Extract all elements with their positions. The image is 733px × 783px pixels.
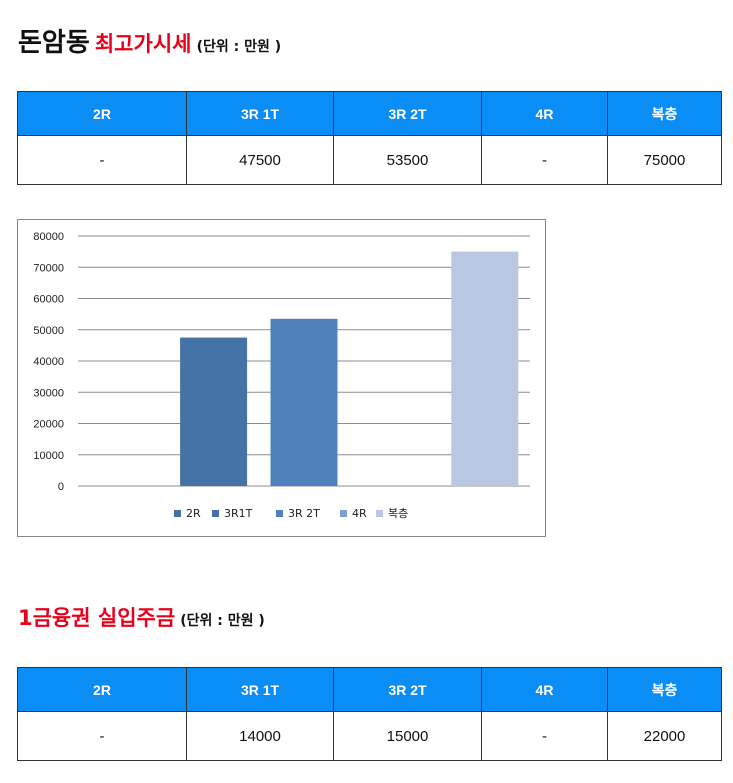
y-tick-label: 80000 [33,231,64,243]
table-cell: 22000 [607,711,722,761]
legend-swatch [340,510,347,517]
column-header: 복층 [607,91,722,136]
column-header: 3R 2T [333,91,482,136]
table-row: - 47500 53500 - 75000 [17,135,722,185]
section1-subtitle: 최고가시세 [94,32,192,56]
legend-label: 3R1T [224,507,253,520]
section1-unit: (단위 : 만원 ) [196,39,282,55]
price-table-1: 2R 3R 1T 3R 2T 4R 복층 - 47500 53500 - 750… [17,91,722,185]
section1-heading: 돈암동 최고가시세 (단위 : 만원 ) [18,22,281,59]
legend-swatch [174,510,181,517]
section2-heading: 1금융권 실입주금 (단위 : 만원 ) [18,602,265,632]
column-header: 4R [481,91,608,136]
column-header: 4R [481,667,608,712]
section2-title: 1금융권 실입주금 [18,606,176,630]
table-cell: - [481,711,608,761]
column-header: 2R [17,667,187,712]
bar [451,251,519,486]
table-cell: - [17,711,187,761]
y-tick-label: 40000 [33,356,64,368]
table-row: - 14000 15000 - 22000 [17,711,722,761]
legend-swatch [376,510,383,517]
column-header: 3R 2T [333,667,482,712]
table-cell: 47500 [186,135,334,185]
column-header: 3R 1T [186,91,334,136]
y-tick-label: 60000 [33,294,64,306]
y-tick-label: 70000 [33,262,64,274]
legend-label: 4R [352,507,367,520]
table-header-row: 2R 3R 1T 3R 2T 4R 복층 [17,667,722,712]
y-tick-label: 10000 [33,450,64,462]
legend-label: 3R 2T [288,507,320,520]
table-cell: 15000 [333,711,482,761]
table-cell: 53500 [333,135,482,185]
legend-label: 복층 [388,507,408,520]
price-chart: 0 10000 20000 30000 40000 50000 60000 70000 8000… [17,219,546,537]
table-cell: 14000 [186,711,334,761]
legend-swatch [212,510,219,517]
y-tick-label: 0 [58,481,64,493]
price-table-2: 2R 3R 1T 3R 2T 4R 복층 - 14000 15000 - 220… [17,667,722,761]
legend-label: 2R [186,507,201,520]
table-header-row: 2R 3R 1T 3R 2T 4R 복층 [17,91,722,136]
section2-unit: (단위 : 만원 ) [180,613,265,629]
y-tick-label: 50000 [33,325,64,337]
column-header: 3R 1T [186,667,334,712]
y-tick-label: 20000 [33,419,64,431]
column-header: 2R [17,91,187,136]
section1-title: 돈암동 [18,28,90,58]
bar [270,318,338,486]
table-cell: - [17,135,187,185]
bar [180,337,248,486]
table-cell: - [481,135,608,185]
table-cell: 75000 [607,135,722,185]
legend-swatch [276,510,283,517]
y-tick-label: 30000 [33,387,64,399]
chart-canvas: 0 10000 20000 30000 40000 50000 60000 70000 8000… [33,231,530,520]
column-header: 복층 [607,667,722,712]
